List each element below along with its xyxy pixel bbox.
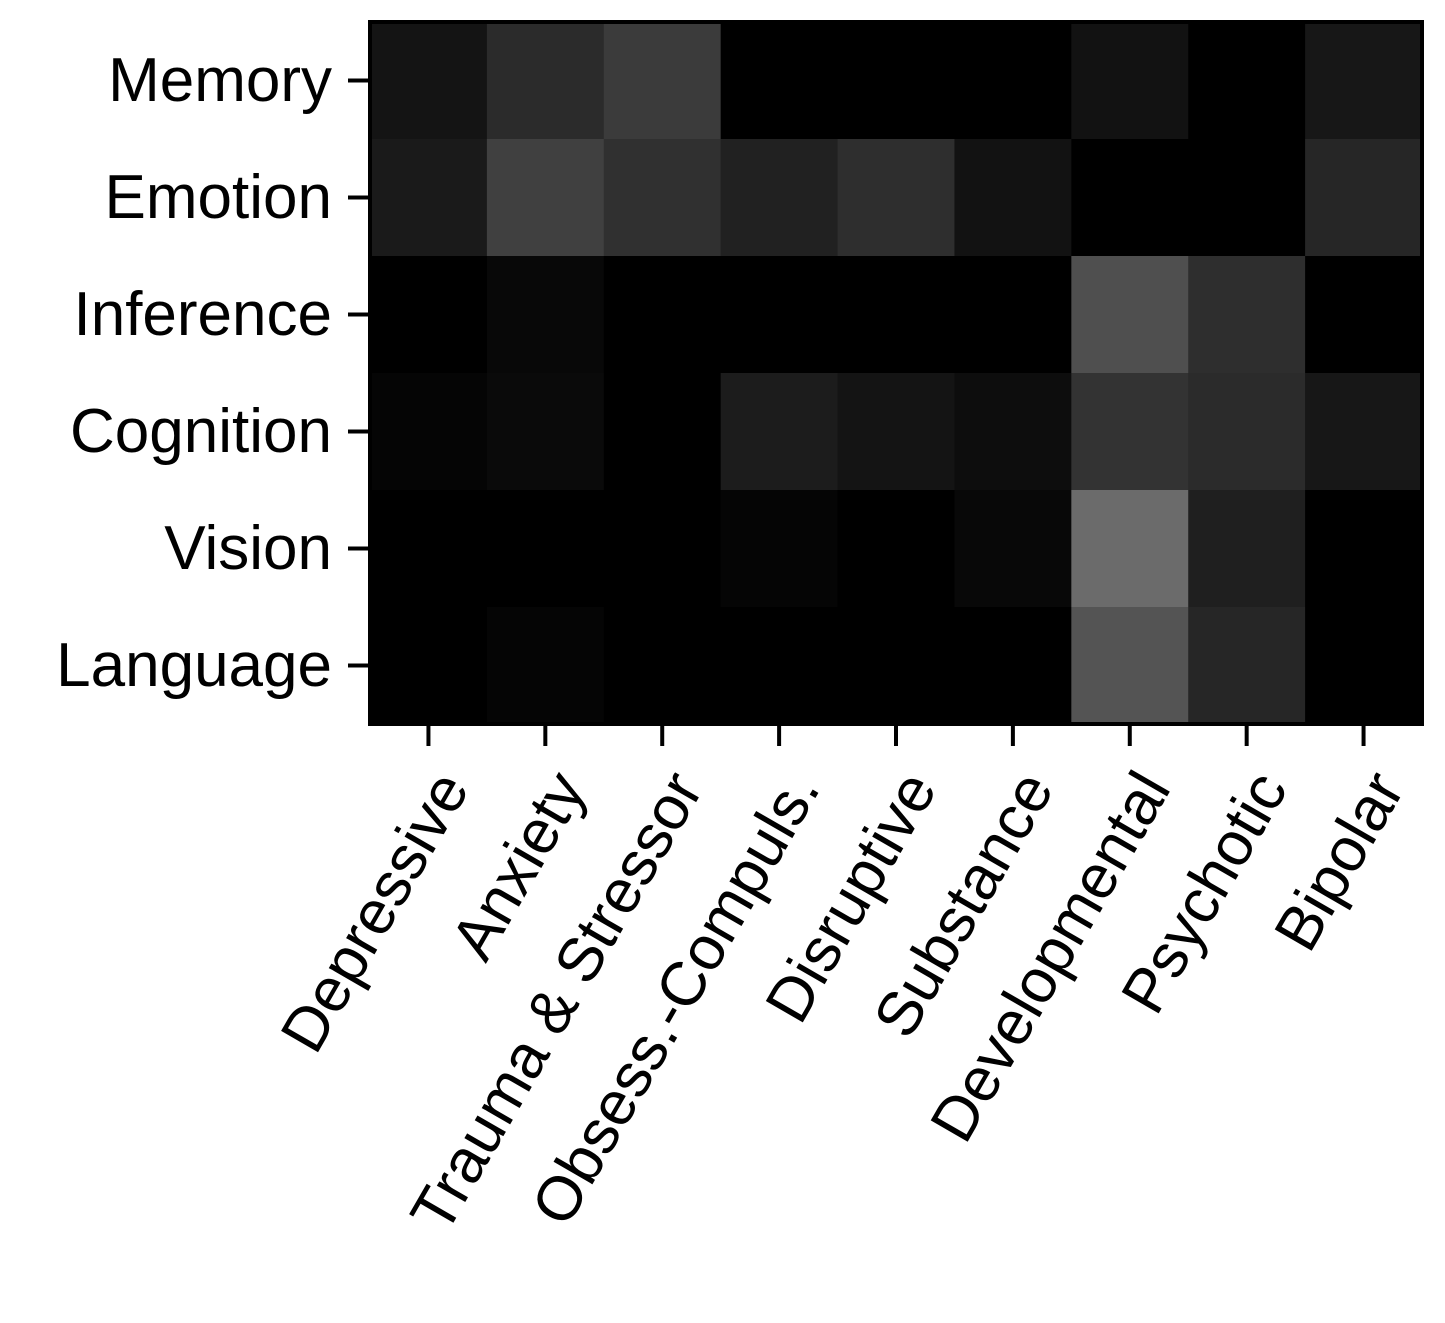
cell-cognition-developmental: [1071, 373, 1189, 491]
cell-inference-developmental: [1071, 256, 1189, 374]
cell-inference-bipolar: [1305, 256, 1423, 374]
cell-inference-substance: [954, 256, 1072, 374]
cell-inference-trauma-stressor: [603, 256, 722, 374]
cell-cognition-depressive: [370, 373, 488, 491]
cell-memory-depressive: [370, 22, 488, 140]
cell-memory-bipolar: [1305, 22, 1423, 140]
cell-language-substance: [954, 607, 1072, 725]
cell-memory-developmental: [1071, 22, 1189, 140]
cell-inference-psychotic: [1188, 256, 1306, 374]
cell-cognition-trauma-stressor: [603, 373, 722, 491]
heatmap-cells: [370, 22, 1423, 725]
x-tick-label-depressive: Depressive: [268, 761, 483, 1064]
y-tick-label-memory: Memory: [108, 46, 332, 115]
y-tick-label-cognition: Cognition: [70, 397, 332, 466]
y-tick-label-inference: Inference: [73, 280, 332, 349]
cell-memory-obsess-compuls: [720, 22, 839, 140]
cell-emotion-depressive: [370, 139, 488, 257]
cell-cognition-bipolar: [1305, 373, 1423, 491]
y-tick-label-language: Language: [56, 631, 332, 700]
cell-emotion-trauma-stressor: [603, 139, 722, 257]
cell-emotion-disruptive: [837, 139, 956, 257]
cell-vision-anxiety: [486, 490, 605, 608]
cell-memory-disruptive: [837, 22, 956, 140]
cell-vision-obsess-compuls: [720, 490, 839, 608]
cell-emotion-bipolar: [1305, 139, 1423, 257]
cell-language-obsess-compuls: [720, 607, 839, 725]
cell-cognition-obsess-compuls: [720, 373, 839, 491]
cell-inference-anxiety: [486, 256, 605, 374]
cell-language-disruptive: [837, 607, 956, 725]
cell-language-anxiety: [486, 607, 605, 725]
cell-emotion-psychotic: [1188, 139, 1306, 257]
cell-language-depressive: [370, 607, 488, 725]
cell-memory-anxiety: [486, 22, 605, 140]
cell-language-psychotic: [1188, 607, 1306, 725]
cell-memory-trauma-stressor: [603, 22, 722, 140]
cell-cognition-psychotic: [1188, 373, 1306, 491]
cell-inference-depressive: [370, 256, 488, 374]
cell-cognition-substance: [954, 373, 1072, 491]
cell-vision-disruptive: [837, 490, 956, 608]
cell-inference-disruptive: [837, 256, 956, 374]
cell-cognition-anxiety: [486, 373, 605, 491]
cell-vision-substance: [954, 490, 1072, 608]
cell-language-bipolar: [1305, 607, 1423, 725]
cell-vision-developmental: [1071, 490, 1189, 608]
cell-memory-psychotic: [1188, 22, 1306, 140]
cell-vision-psychotic: [1188, 490, 1306, 608]
cell-emotion-substance: [954, 139, 1072, 257]
cell-language-trauma-stressor: [603, 607, 722, 725]
cell-inference-obsess-compuls: [720, 256, 839, 374]
cell-language-developmental: [1071, 607, 1189, 725]
cell-emotion-developmental: [1071, 139, 1189, 257]
cell-memory-substance: [954, 22, 1072, 140]
y-tick-label-vision: Vision: [164, 514, 332, 583]
cell-emotion-obsess-compuls: [720, 139, 839, 257]
y-tick-label-emotion: Emotion: [105, 163, 332, 232]
cell-vision-depressive: [370, 490, 488, 608]
y-axis-ticks: Memory Emotion Inference Cognition Vision Lan…: [56, 46, 370, 700]
cell-emotion-anxiety: [486, 139, 605, 257]
cell-cognition-disruptive: [837, 373, 956, 491]
cell-vision-bipolar: [1305, 490, 1423, 608]
cell-vision-trauma-stressor: [603, 490, 722, 608]
